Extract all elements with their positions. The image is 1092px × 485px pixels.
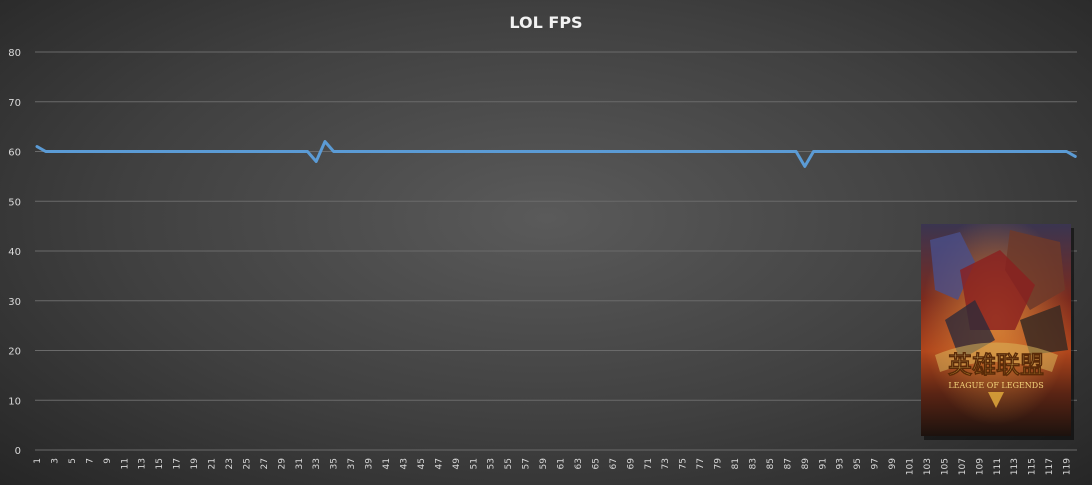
- x-tick-label: 61: [557, 458, 567, 469]
- x-tick-label: 63: [574, 458, 584, 469]
- x-tick-label: 117: [1045, 458, 1055, 475]
- x-tick-label: 83: [748, 458, 758, 469]
- x-tick-label: 1: [33, 458, 43, 464]
- x-tick-label: 21: [208, 458, 218, 469]
- x-tick-label: 65: [591, 458, 601, 469]
- x-tick-label: 115: [1028, 458, 1038, 475]
- x-axis-ticks: 1 3 5 7 9 11 13 15 17 19 21 23 25 27 29 31 33 35 37 39 41 43 4…: [33, 458, 1073, 475]
- x-tick-label: 119: [1063, 458, 1073, 475]
- y-tick-label: 40: [8, 247, 21, 258]
- league-of-legends-poster: 英雄联盟 LEAGUE OF LEGENDS: [921, 224, 1074, 440]
- x-tick-label: 53: [487, 458, 497, 469]
- x-tick-label: 73: [661, 458, 671, 469]
- x-tick-label: 45: [417, 458, 427, 469]
- x-tick-label: 37: [347, 458, 357, 469]
- x-tick-label: 51: [469, 458, 479, 469]
- x-tick-label: 69: [626, 458, 636, 470]
- x-tick-label: 39: [365, 458, 375, 470]
- x-tick-label: 31: [295, 458, 305, 469]
- x-tick-label: 107: [958, 458, 968, 475]
- x-tick-label: 79: [714, 458, 724, 470]
- x-tick-label: 19: [190, 458, 200, 470]
- x-tick-label: 41: [382, 458, 392, 469]
- x-tick-label: 111: [993, 458, 1003, 475]
- x-tick-label: 75: [679, 458, 689, 469]
- x-tick-label: 33: [312, 458, 322, 469]
- x-tick-label: 9: [103, 458, 113, 464]
- x-tick-label: 17: [173, 458, 183, 469]
- x-tick-label: 43: [399, 458, 409, 469]
- x-tick-label: 71: [644, 458, 654, 469]
- x-tick-label: 25: [242, 458, 252, 469]
- x-tick-label: 49: [452, 458, 462, 470]
- poster-title: 英雄联盟: [948, 351, 1044, 379]
- x-tick-label: 113: [1010, 458, 1020, 475]
- x-tick-label: 57: [522, 458, 532, 469]
- x-tick-label: 47: [434, 458, 444, 469]
- y-tick-label: 20: [8, 347, 21, 358]
- x-tick-label: 91: [818, 458, 828, 469]
- x-tick-label: 87: [783, 458, 793, 469]
- x-tick-label: 103: [923, 458, 933, 475]
- poster-subtitle: LEAGUE OF LEGENDS: [948, 381, 1043, 390]
- x-tick-label: 11: [120, 458, 130, 469]
- x-tick-label: 23: [225, 458, 235, 469]
- series-group: [35, 140, 1077, 168]
- series-line-0: [35, 140, 1077, 168]
- y-tick-label: 70: [8, 98, 21, 109]
- gridlines: [35, 51, 1077, 451]
- x-tick-label: 35: [330, 458, 340, 469]
- x-tick-label: 109: [975, 458, 985, 475]
- y-tick-label: 0: [15, 446, 21, 457]
- x-tick-label: 93: [836, 458, 846, 469]
- chart-title: LOL FPS: [509, 13, 582, 32]
- y-tick-label: 60: [8, 148, 21, 159]
- y-tick-label: 10: [8, 396, 21, 407]
- x-tick-label: 97: [871, 458, 881, 469]
- x-tick-label: 67: [609, 458, 619, 469]
- x-tick-label: 27: [260, 458, 270, 469]
- x-tick-label: 5: [68, 458, 78, 464]
- x-tick-label: 77: [696, 458, 706, 469]
- y-tick-label: 80: [8, 48, 21, 59]
- x-tick-label: 29: [277, 458, 287, 470]
- x-tick-label: 55: [504, 458, 514, 469]
- y-tick-label: 50: [8, 197, 21, 208]
- x-tick-label: 81: [731, 458, 741, 469]
- x-tick-label: 89: [801, 458, 811, 470]
- x-tick-label: 105: [940, 458, 950, 475]
- x-tick-label: 3: [50, 458, 60, 464]
- y-tick-label: 30: [8, 297, 21, 308]
- x-tick-label: 95: [853, 458, 863, 469]
- x-tick-label: 59: [539, 458, 549, 470]
- x-tick-label: 15: [155, 458, 165, 469]
- x-tick-label: 99: [888, 458, 898, 470]
- x-tick-label: 85: [766, 458, 776, 469]
- x-tick-label: 101: [906, 458, 916, 475]
- x-tick-label: 13: [138, 458, 148, 469]
- x-tick-label: 7: [85, 458, 95, 464]
- y-axis-ticks: 0 10 20 30 40 50 60 70 80: [8, 48, 21, 457]
